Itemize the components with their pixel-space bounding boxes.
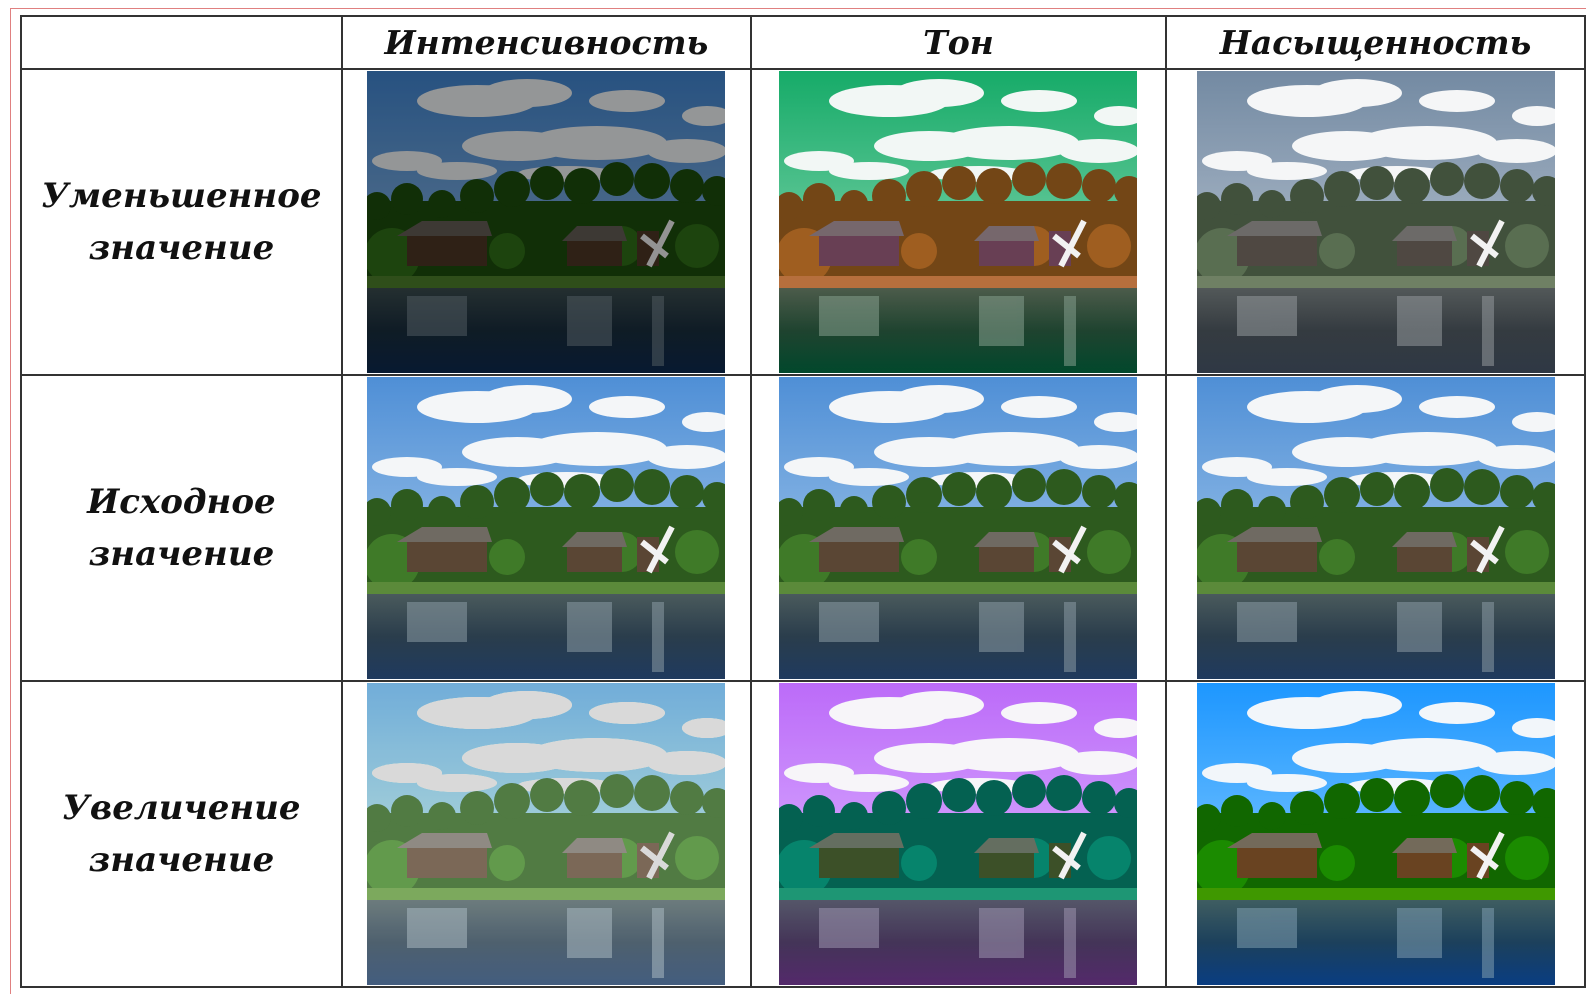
photo (779, 377, 1137, 679)
row: Увеличение значение (20, 680, 1586, 988)
comparison-table: Интенсивность Тон Насыщенность Уменьшенн… (20, 15, 1586, 988)
image-cell (340, 374, 752, 682)
page-frame (10, 8, 1586, 994)
photo (367, 71, 725, 373)
image-cell (1165, 374, 1586, 682)
image-cell (1165, 68, 1586, 376)
photo (367, 683, 725, 985)
image-cell (340, 680, 752, 988)
corner-cell (20, 15, 343, 70)
photo (779, 683, 1137, 985)
photo (1197, 377, 1555, 679)
photo (1197, 683, 1555, 985)
row-label: Увеличение значение (20, 680, 343, 988)
row-label: Исходное значение (20, 374, 343, 682)
photo (367, 377, 725, 679)
image-cell (340, 68, 752, 376)
column-header: Насыщенность (1165, 15, 1586, 70)
image-cell (1165, 680, 1586, 988)
image-cell (749, 374, 1168, 682)
image-cell (749, 680, 1168, 988)
row: Уменьшенное значение (20, 68, 1586, 376)
header-row: Интенсивность Тон Насыщенность (20, 15, 1586, 70)
row-label: Уменьшенное значение (20, 68, 343, 376)
image-cell (749, 68, 1168, 376)
column-header: Интенсивность (340, 15, 752, 70)
photo (1197, 71, 1555, 373)
column-header: Тон (749, 15, 1168, 70)
photo (779, 71, 1137, 373)
row: Исходное значение (20, 374, 1586, 682)
